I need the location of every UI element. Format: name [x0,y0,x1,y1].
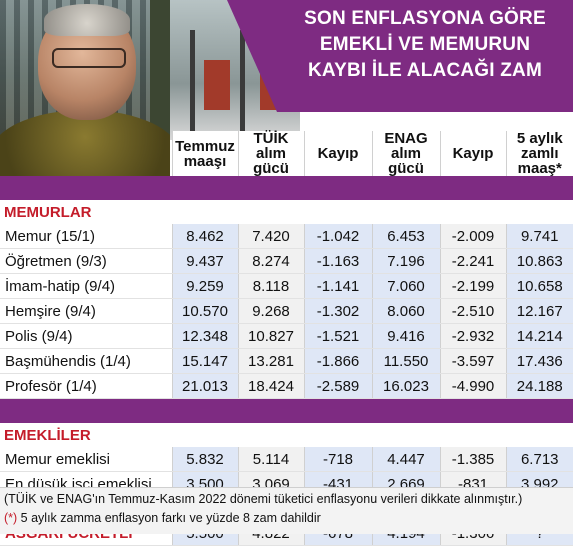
footnote-source: (TÜİK ve ENAG'ın Temmuz-Kasım 2022 dönem… [4,492,523,506]
section-emekliler: EMEKLİLER [0,423,573,447]
column-header-temmuz: Temmuz maaşı [171,131,238,176]
table-cell: 14.214 [505,323,573,349]
headline-line-1: SON ENFLASYONA GÖRE [304,8,546,29]
column-header-kayip-2: Kayıp [439,131,506,176]
table-cell: 9.437 [171,248,238,274]
column-header-enag: ENAG alım gücü [371,131,440,176]
table-cell: 8.118 [237,273,304,299]
section-title: EMEKLİLER [0,423,573,447]
row-label: Memur (15/1) [0,224,172,249]
table-cell: 7.060 [371,273,440,299]
table-row: Profesör (1/4) 21.013 18.424 -2.589 16.023 -4… [0,373,573,399]
table-cell: 10.658 [505,273,573,299]
table-cell: 6.713 [505,447,573,472]
table-cell: 11.550 [371,348,440,374]
portrait-photo [0,0,170,183]
table-cell: 9.416 [371,323,440,349]
table-cell: -1.521 [303,323,372,349]
table-cell: 13.281 [237,348,304,374]
table-cell: 10.827 [237,323,304,349]
table-row: Memur emeklisi 5.832 5.114 -718 4.447 -1.385 6… [0,447,573,472]
table-cell: 8.060 [371,298,440,324]
table-cell: -1.385 [439,447,506,472]
footnote-asterisk: (*) 5 aylık zamma enflasyon farkı ve yüz… [4,511,321,525]
table-cell: -2.510 [439,298,506,324]
footnotes: (TÜİK ve ENAG'ın Temmuz-Kasım 2022 dönem… [0,487,573,534]
table-cell: -1.042 [303,224,372,249]
column-header-zamli: 5 aylık zamlı maaş* [505,131,573,176]
table-cell: 15.147 [171,348,238,374]
asterisk-text: 5 aylık zamma enflasyon farkı ve yüzde 8… [17,511,321,525]
table-cell: -2.932 [439,323,506,349]
row-label: Hemşire (9/4) [0,298,172,324]
table-cell: 24.188 [505,373,573,399]
table-cell: -1.163 [303,248,372,274]
table-cell: 16.023 [371,373,440,399]
table-cell: 18.424 [237,373,304,399]
section-memurlar: MEMURLAR [0,200,573,224]
table-cell: -1.866 [303,348,372,374]
headline-banner: SON ENFLASYONA GÖRE EMEKLİ VE MEMURUN KA… [227,0,573,112]
table-cell: 10.863 [505,248,573,274]
table-cell: 8.274 [237,248,304,274]
table-row: Memur (15/1) 8.462 7.420 -1.042 6.453 -2.009 9… [0,224,573,249]
table-cell: -1.141 [303,273,372,299]
table-row: Polis (9/4) 12.348 10.827 -1.521 9.416 -2.932… [0,323,573,349]
row-label: Öğretmen (9/3) [0,248,172,274]
headline-line-2: EMEKLİ VE MEMURUN [319,34,531,55]
column-header-tuik: TÜİK alım gücü [237,131,304,176]
column-header-kayip-1: Kayıp [303,131,372,176]
table-cell: 5.114 [237,447,304,472]
row-label: Profesör (1/4) [0,373,172,399]
headline-line-3: KAYBI İLE ALACAĞI ZAM [308,60,542,81]
table-cell: 7.196 [371,248,440,274]
row-label: Memur emeklisi [0,447,172,472]
table-row: Başmühendis (1/4) 15.147 13.281 -1.866 11.55… [0,348,573,374]
table-cell: 4.447 [371,447,440,472]
table-cell: -718 [303,447,372,472]
table-cell: 21.013 [171,373,238,399]
table-cell: -2.199 [439,273,506,299]
table-row: Hemşire (9/4) 10.570 9.268 -1.302 8.060 -2.51… [0,298,573,324]
table-cell: -2.241 [439,248,506,274]
table-row: İmam-hatip (9/4) 9.259 8.118 -1.141 7.060 -2.… [0,273,573,299]
headline: SON ENFLASYONA GÖRE EMEKLİ VE MEMURUN KA… [277,6,573,84]
table-cell: -4.990 [439,373,506,399]
scene-block [204,60,230,110]
table-header-row: Temmuz maaşı TÜİK alım gücü Kayıp ENAG alım g… [0,131,573,176]
table-cell: -2.589 [303,373,372,399]
table-cell: -1.302 [303,298,372,324]
row-label: Polis (9/4) [0,323,172,349]
table-cell: 17.436 [505,348,573,374]
salary-table: Temmuz maaşı TÜİK alım gücü Kayıp ENAG alım g… [0,131,573,546]
table-cell: 10.570 [171,298,238,324]
table-row: Öğretmen (9/3) 9.437 8.274 -1.163 7.196 -2.24… [0,248,573,274]
table-cell: 8.462 [171,224,238,249]
table-cell: 9.741 [505,224,573,249]
section-title: MEMURLAR [0,200,573,224]
table-cell: -2.009 [439,224,506,249]
table-cell: -3.597 [439,348,506,374]
table-cell: 9.268 [237,298,304,324]
row-label: İmam-hatip (9/4) [0,273,172,299]
table-cell: 6.453 [371,224,440,249]
table-cell: 9.259 [171,273,238,299]
asterisk-marker: (*) [4,511,18,525]
table-cell: 5.832 [171,447,238,472]
table-cell: 7.420 [237,224,304,249]
row-label: Başmühendis (1/4) [0,348,172,374]
scene-pole [190,30,195,140]
table-cell: 12.167 [505,298,573,324]
table-cell: 12.348 [171,323,238,349]
